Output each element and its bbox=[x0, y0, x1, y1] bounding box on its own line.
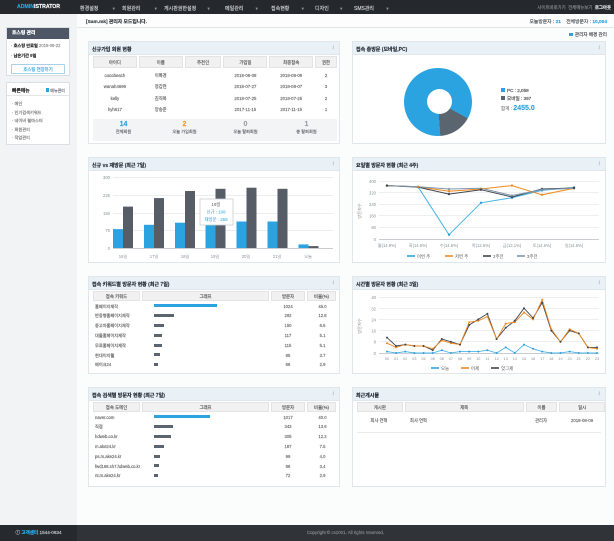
svg-text:신규 : 108: 신규 : 108 bbox=[206, 209, 226, 216]
svg-text:00: 00 bbox=[385, 357, 389, 361]
svg-text:75: 75 bbox=[105, 228, 110, 233]
svg-text:24: 24 bbox=[371, 318, 376, 323]
svg-text:16일: 16일 bbox=[119, 253, 128, 259]
svg-text:08: 08 bbox=[458, 357, 462, 361]
svg-text:320: 320 bbox=[369, 191, 377, 196]
svg-text:2주전: 2주전 bbox=[493, 253, 504, 260]
svg-text:22: 22 bbox=[586, 357, 590, 361]
svg-text:17: 17 bbox=[540, 357, 544, 361]
svg-text:400: 400 bbox=[369, 179, 377, 184]
svg-text:방문자수: 방문자수 bbox=[356, 203, 363, 219]
svg-text:어제: 어제 bbox=[471, 365, 479, 372]
svg-text:15: 15 bbox=[522, 357, 526, 361]
svg-text:금(13.1%): 금(13.1%) bbox=[503, 243, 522, 248]
svg-text:13: 13 bbox=[504, 357, 508, 361]
svg-text:02: 02 bbox=[403, 357, 407, 361]
svg-text:07: 07 bbox=[449, 357, 453, 361]
svg-text:23: 23 bbox=[595, 357, 599, 361]
svg-text:화(14.6%): 화(14.6%) bbox=[409, 243, 428, 249]
svg-text:06: 06 bbox=[440, 357, 444, 361]
svg-text:수(14.6%): 수(14.6%) bbox=[440, 243, 459, 249]
svg-text:목(13.6%): 목(13.6%) bbox=[472, 243, 491, 249]
svg-text:10: 10 bbox=[476, 357, 480, 361]
svg-text:09: 09 bbox=[467, 357, 471, 361]
svg-text:오늘: 오늘 bbox=[441, 365, 449, 371]
svg-text:이번 주: 이번 주 bbox=[417, 253, 430, 260]
svg-text:오늘: 오늘 bbox=[304, 253, 312, 259]
svg-text:17일: 17일 bbox=[150, 253, 159, 259]
svg-text:20: 20 bbox=[567, 357, 571, 361]
svg-text:0: 0 bbox=[374, 351, 377, 356]
svg-text:80: 80 bbox=[371, 225, 376, 230]
svg-text:05: 05 bbox=[431, 357, 435, 361]
svg-text:225: 225 bbox=[103, 193, 111, 198]
svg-text:엊그제: 엊그제 bbox=[501, 365, 513, 372]
svg-text:방문자수: 방문자수 bbox=[356, 318, 363, 334]
svg-text:18일: 18일 bbox=[181, 253, 190, 259]
svg-text:19: 19 bbox=[558, 357, 562, 361]
svg-text:일(14.5%): 일(14.5%) bbox=[565, 242, 584, 248]
svg-text:21: 21 bbox=[577, 357, 581, 361]
svg-text:3주전: 3주전 bbox=[527, 253, 538, 260]
svg-text:19일: 19일 bbox=[212, 201, 221, 207]
svg-text:토(14.6%): 토(14.6%) bbox=[533, 243, 552, 248]
svg-text:20일: 20일 bbox=[242, 253, 251, 259]
svg-text:150: 150 bbox=[103, 211, 111, 216]
svg-text:40: 40 bbox=[371, 295, 376, 300]
svg-text:저번 주: 저번 주 bbox=[455, 253, 468, 260]
svg-text:월(14.9%): 월(14.9%) bbox=[378, 242, 397, 249]
svg-text:03: 03 bbox=[412, 357, 416, 361]
svg-text:04: 04 bbox=[421, 357, 425, 361]
svg-text:0: 0 bbox=[108, 246, 111, 251]
svg-text:재방문 : 269: 재방문 : 269 bbox=[204, 216, 228, 223]
svg-text:32: 32 bbox=[371, 307, 376, 312]
svg-text:16: 16 bbox=[371, 329, 376, 334]
svg-text:16: 16 bbox=[531, 357, 535, 361]
svg-text:0: 0 bbox=[374, 237, 377, 242]
svg-text:300: 300 bbox=[103, 175, 111, 180]
svg-text:19일: 19일 bbox=[211, 253, 220, 259]
svg-text:240: 240 bbox=[369, 202, 377, 207]
svg-text:8: 8 bbox=[374, 340, 377, 345]
svg-text:01: 01 bbox=[394, 357, 398, 361]
svg-text:160: 160 bbox=[369, 214, 377, 219]
svg-text:11: 11 bbox=[485, 357, 489, 361]
svg-text:12: 12 bbox=[494, 357, 498, 361]
svg-text:14: 14 bbox=[513, 357, 517, 361]
svg-text:18: 18 bbox=[549, 357, 553, 361]
svg-text:21일: 21일 bbox=[273, 253, 282, 259]
